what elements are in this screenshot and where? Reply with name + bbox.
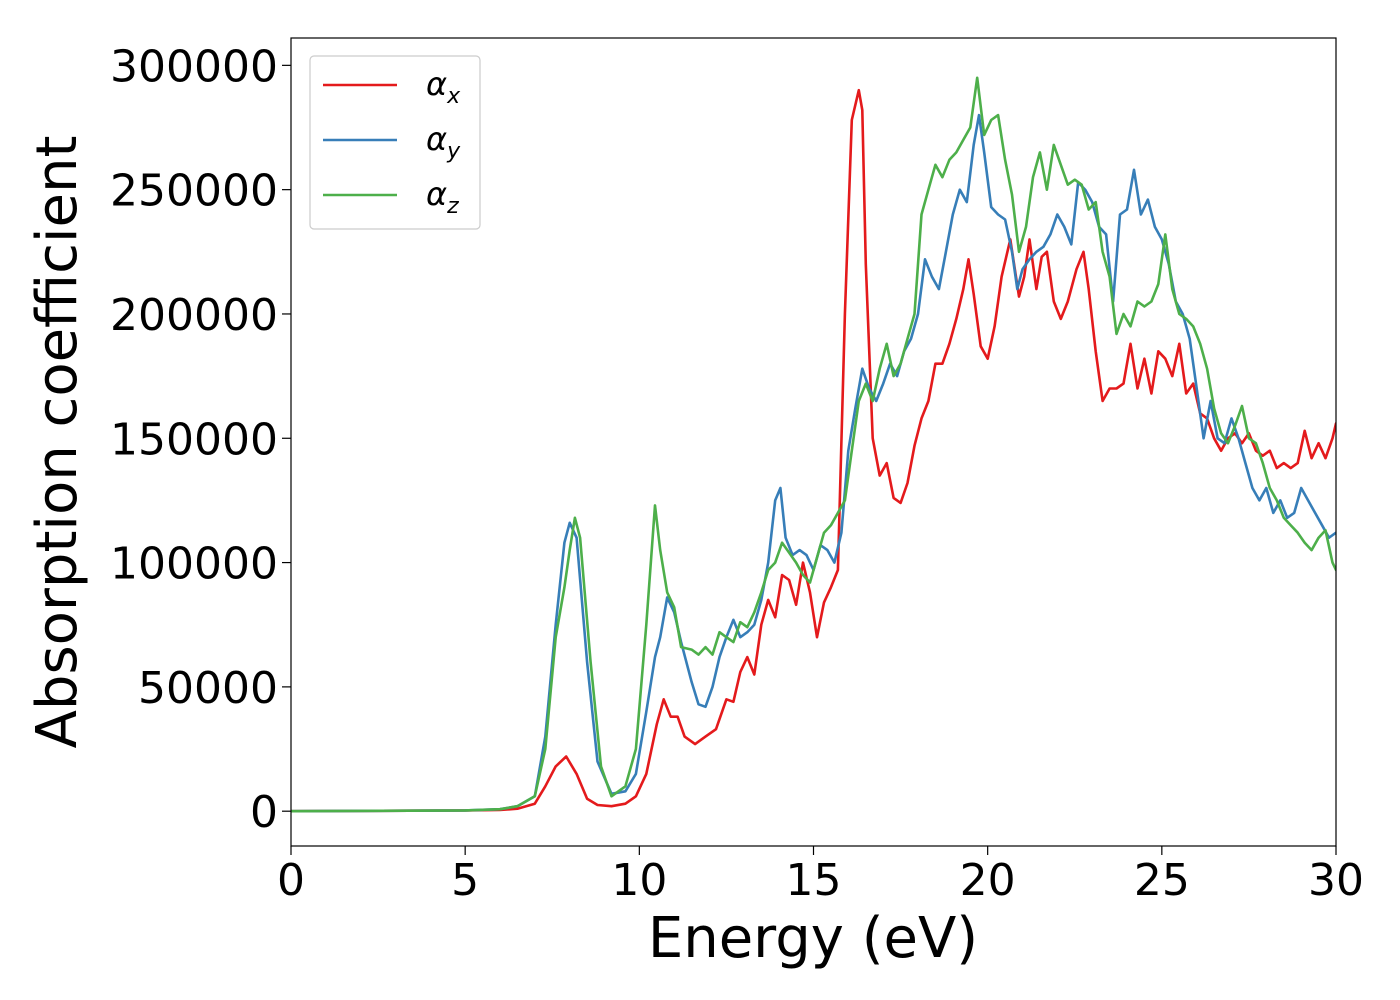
series-line-z — [291, 76, 1336, 813]
y-tick-label: 150000 — [110, 414, 278, 465]
y-axis-title: Absorption coefficient — [25, 136, 90, 749]
legend-label-x: αx — [426, 65, 461, 109]
legend-label-y: αy — [426, 120, 461, 164]
y-tick-label: 0 — [250, 787, 278, 838]
y-tick-label: 100000 — [110, 539, 278, 590]
x-tick-label: 15 — [786, 855, 842, 906]
y-tick-label: 250000 — [110, 166, 278, 217]
series-line-x — [291, 88, 1336, 813]
x-tick-label: 0 — [277, 855, 305, 906]
x-axis: 0 5 10 15 20 25 30 — [277, 846, 1364, 906]
legend-frame — [309, 55, 481, 230]
legend-symbol: α — [426, 175, 447, 213]
series-lines — [291, 76, 1336, 813]
x-tick-label: 10 — [611, 855, 667, 906]
legend-subscript: z — [446, 194, 459, 219]
y-axis: 0 50000 100000 150000 200000 250000 300000 — [110, 41, 291, 838]
x-axis-title: Energy (eV) — [648, 906, 978, 971]
legend-symbol: α — [426, 120, 447, 158]
legend-subscript: y — [446, 139, 461, 164]
x-tick-label: 5 — [451, 855, 479, 906]
y-tick-label: 300000 — [110, 41, 278, 92]
x-tick-label: 20 — [960, 855, 1016, 906]
x-tick-label: 25 — [1134, 855, 1190, 906]
y-tick-label: 50000 — [138, 663, 278, 714]
legend-symbol: α — [426, 65, 447, 103]
legend-label-z: αz — [426, 175, 459, 219]
y-tick-label: 200000 — [110, 290, 278, 341]
legend-subscript: x — [446, 84, 461, 109]
x-tick-label: 30 — [1308, 855, 1364, 906]
